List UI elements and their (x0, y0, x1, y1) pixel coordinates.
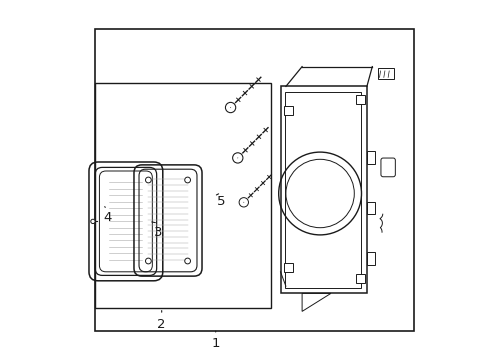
Circle shape (145, 177, 151, 183)
Circle shape (91, 219, 95, 224)
Text: 2: 2 (157, 318, 165, 330)
Text: 1: 1 (211, 337, 220, 350)
Circle shape (145, 258, 151, 264)
Circle shape (225, 102, 235, 113)
Text: 5: 5 (216, 195, 225, 208)
Bar (355, 274, 365, 283)
Bar (280, 86, 366, 293)
Bar (366, 202, 374, 214)
Bar (355, 95, 365, 104)
Bar (366, 151, 374, 164)
Bar (284, 263, 292, 272)
Text: 3: 3 (154, 226, 162, 239)
Bar (377, 68, 393, 79)
Circle shape (232, 153, 243, 163)
Bar (95, 83, 271, 308)
Circle shape (239, 198, 248, 207)
Bar (366, 252, 374, 265)
Circle shape (184, 258, 190, 264)
Bar (284, 92, 361, 288)
Circle shape (184, 177, 190, 183)
Bar (284, 106, 292, 115)
Bar (95, 29, 413, 331)
Text: 4: 4 (103, 211, 112, 224)
